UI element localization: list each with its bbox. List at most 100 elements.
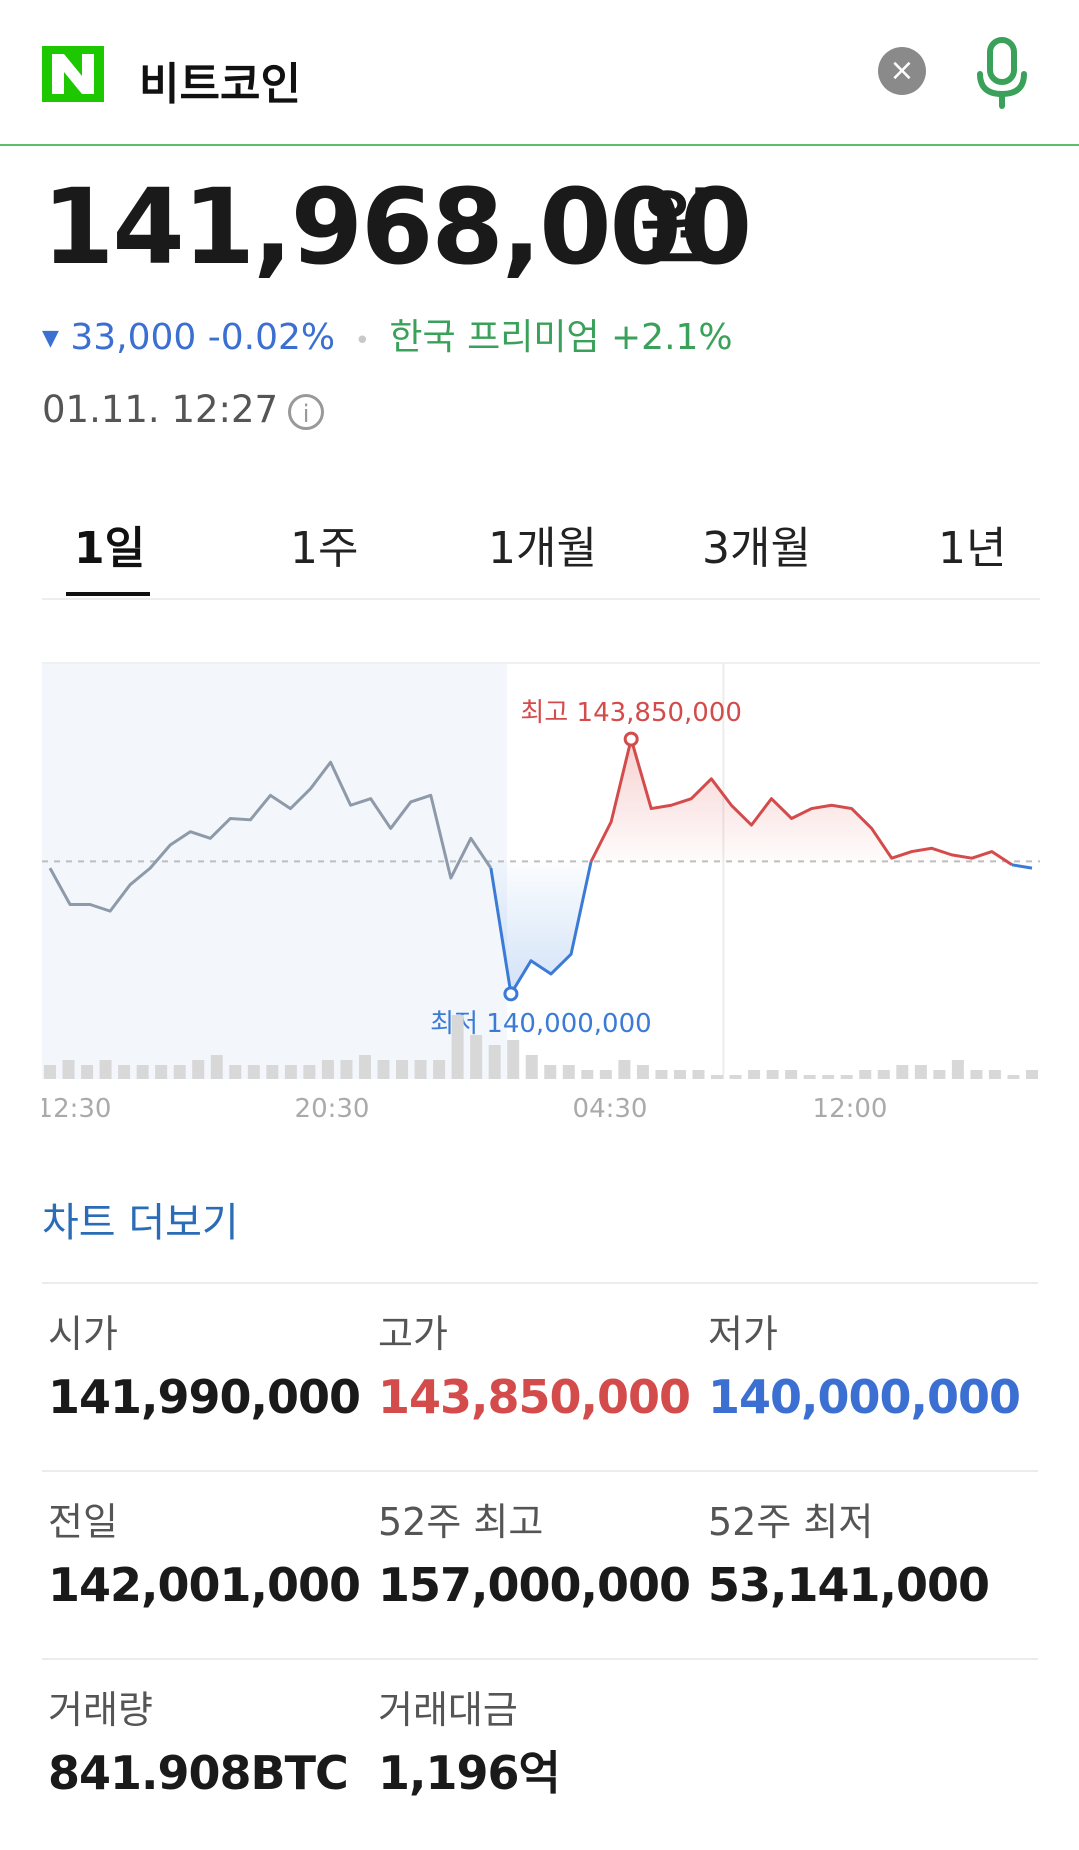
info-icon[interactable]: i [288, 393, 325, 430]
volume-bar [229, 1065, 242, 1079]
stat-open: 시가 141,990,000 [48, 1312, 361, 1424]
stat-label: 거래대금 [378, 1688, 518, 1732]
tab-3month[interactable]: 3개월 [702, 523, 811, 574]
price-line-up [589, 737, 1013, 867]
price-chart[interactable]: 최고 143,850,000 최저 140,000,000 12:30 20:30 04… [42, 655, 1040, 1125]
tab-1day[interactable]: 1일 [74, 523, 146, 574]
volume-bar [581, 1070, 594, 1079]
x-tick-label: 12:00 [813, 1094, 888, 1124]
volume-bar [599, 1070, 612, 1079]
volume-bar [988, 1070, 1001, 1079]
volume-bar [377, 1060, 390, 1079]
volume-bar [748, 1070, 761, 1079]
volume-bar [340, 1060, 353, 1079]
volume-bar [970, 1070, 983, 1079]
stat-prev-close: 전일 142,001,000 [48, 1500, 361, 1612]
volume-bar [414, 1060, 427, 1079]
stat-value: 841.908BTC [48, 1746, 349, 1800]
tab-1year[interactable]: 1년 [938, 523, 1007, 574]
stat-value: 141,990,000 [48, 1370, 361, 1424]
tab-1week[interactable]: 1주 [290, 523, 359, 574]
stat-volume: 거래량 841.908BTC [48, 1688, 349, 1800]
volume-bar [618, 1060, 631, 1079]
volume-bar [44, 1065, 56, 1079]
close-icon[interactable]: × [878, 47, 926, 95]
volume-bar [488, 1045, 501, 1079]
session-shade [42, 663, 507, 1079]
stat-label: 거래량 [48, 1688, 153, 1732]
volume-bar [859, 1070, 872, 1079]
search-header: 비트코인 × [0, 0, 1079, 146]
volume-bar [99, 1060, 112, 1079]
volume-bar [284, 1065, 297, 1079]
volume-bar [729, 1075, 742, 1079]
volume-bar [155, 1065, 168, 1079]
volume-bar [303, 1065, 316, 1079]
volume-bar [1007, 1075, 1020, 1079]
volume-bar [1026, 1070, 1038, 1079]
divider [42, 1282, 1038, 1284]
volume-bar [433, 1060, 446, 1079]
active-tab-indicator [66, 592, 150, 596]
volume-bar [692, 1070, 705, 1079]
down-area [490, 861, 592, 994]
stat-value: 140,000,000 [708, 1370, 1021, 1424]
x-tick-label: 20:30 [295, 1094, 370, 1124]
stat-high: 고가 143,850,000 [378, 1312, 691, 1424]
volume-bar [136, 1065, 149, 1079]
stat-value: 157,000,000 [378, 1558, 691, 1612]
stat-label: 시가 [48, 1312, 118, 1356]
stat-value: 143,850,000 [378, 1370, 691, 1424]
price-line-down [489, 861, 593, 996]
period-tabs: 1일 1주 1개월 3개월 1년 [42, 500, 1040, 600]
change-row: ▼ 33,000 -0.02% • 한국 프리미엄 +2.1% [42, 318, 733, 361]
up-area [591, 739, 1012, 862]
volume-bar [507, 1040, 520, 1079]
separator-dot: • [354, 326, 370, 356]
volume-bar [266, 1065, 279, 1079]
high-label: 최고 143,850,000 [520, 698, 742, 728]
volume-bar [877, 1070, 890, 1079]
chart-more-link[interactable]: 차트 더보기 [42, 1200, 239, 1246]
price-unit: 원 [640, 181, 714, 274]
naver-logo[interactable] [42, 46, 104, 102]
volume-bar [822, 1075, 835, 1079]
stat-label: 고가 [378, 1312, 448, 1356]
stat-label: 저가 [708, 1312, 778, 1356]
volume-bar [914, 1065, 927, 1079]
volume-bar [673, 1070, 686, 1079]
down-arrow-icon: ▼ [42, 326, 59, 351]
volume-bar [81, 1065, 94, 1079]
mic-icon[interactable] [972, 36, 1032, 110]
search-query[interactable]: 비트코인 [139, 59, 301, 110]
volume-bar [321, 1060, 334, 1079]
volume-bar [451, 1015, 464, 1079]
korea-premium[interactable]: 한국 프리미엄 +2.1% [389, 317, 733, 358]
volume-bar [840, 1075, 853, 1079]
volume-bar [118, 1065, 131, 1079]
divider [42, 1470, 1038, 1472]
timestamp-text: 01.11. 12:27 [42, 388, 279, 431]
volume-bar [766, 1070, 779, 1079]
stat-label: 52주 최저 [708, 1500, 874, 1544]
volume-bar [933, 1070, 946, 1079]
volume-bar [803, 1075, 816, 1079]
high-marker [623, 731, 639, 747]
quote-timestamp: 01.11. 12:27 i [42, 388, 325, 431]
low-marker [503, 986, 519, 1002]
volume-bar [173, 1065, 186, 1079]
volume-bar [896, 1065, 909, 1079]
volume-bar [711, 1075, 724, 1079]
volume-bar [544, 1065, 557, 1079]
price-change: 33,000 -0.02% [70, 317, 336, 358]
volume-bar [192, 1060, 205, 1079]
volume-bar [62, 1060, 75, 1079]
tab-1month[interactable]: 1개월 [488, 523, 597, 574]
stat-value: 53,141,000 [708, 1558, 990, 1612]
price-line-tail [1011, 863, 1033, 870]
stat-label: 52주 최고 [378, 1500, 544, 1544]
volume-bar [655, 1070, 668, 1079]
low-label: 최저 140,000,000 [430, 1009, 652, 1039]
volume-bar [358, 1055, 371, 1079]
current-price: 141,968,000 [42, 166, 752, 288]
